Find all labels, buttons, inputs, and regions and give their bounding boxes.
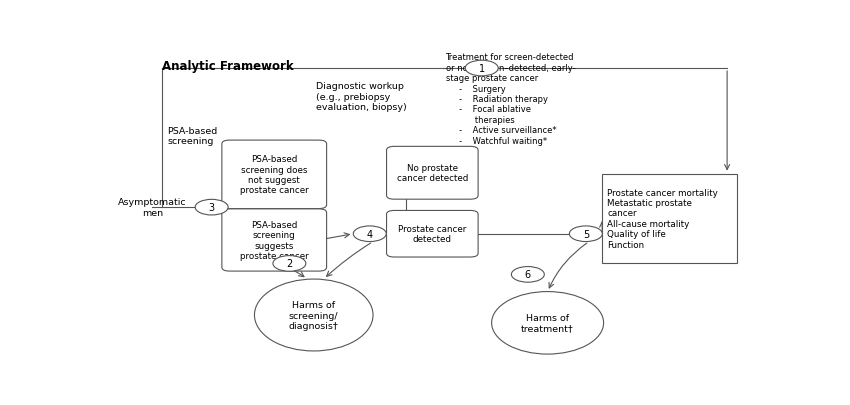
Text: Analytic Framework: Analytic Framework — [162, 60, 294, 72]
Text: Prostate cancer
detected: Prostate cancer detected — [398, 224, 467, 244]
Circle shape — [354, 226, 386, 242]
Circle shape — [196, 200, 228, 215]
Text: 3: 3 — [208, 202, 215, 213]
Text: PSA-based
screening: PSA-based screening — [167, 126, 218, 145]
FancyBboxPatch shape — [602, 174, 737, 263]
Text: 5: 5 — [583, 229, 589, 239]
Text: 1: 1 — [479, 64, 484, 74]
Circle shape — [465, 61, 498, 77]
FancyBboxPatch shape — [222, 141, 326, 209]
Circle shape — [570, 226, 603, 242]
Text: 2: 2 — [286, 259, 292, 269]
Text: 4: 4 — [366, 229, 373, 239]
Circle shape — [273, 256, 306, 272]
Text: Harms of
treatment†: Harms of treatment† — [521, 313, 574, 333]
Text: No prostate
cancer detected: No prostate cancer detected — [397, 164, 468, 183]
Text: PSA-based
screening does
not suggest
prostate cancer: PSA-based screening does not suggest pro… — [240, 155, 309, 195]
Text: Treatment for screen-detected
or non-screen–detected, early-
stage prostate canc: Treatment for screen-detected or non-scr… — [445, 53, 575, 145]
Text: PSA-based
screening
suggests
prostate cancer: PSA-based screening suggests prostate ca… — [240, 220, 309, 260]
FancyBboxPatch shape — [387, 211, 478, 258]
FancyBboxPatch shape — [222, 209, 326, 271]
FancyBboxPatch shape — [387, 147, 478, 200]
Ellipse shape — [254, 279, 373, 351]
Text: Diagnostic workup
(e.g., prebiopsy
evaluation, biopsy): Diagnostic workup (e.g., prebiopsy evalu… — [315, 82, 406, 112]
Text: Asymptomatic
men: Asymptomatic men — [118, 198, 187, 217]
Text: Prostate cancer mortality
Metastatic prostate
cancer
All-cause mortality
Quality: Prostate cancer mortality Metastatic pro… — [607, 188, 718, 249]
Circle shape — [512, 267, 544, 283]
Ellipse shape — [491, 292, 604, 354]
Text: Harms of
screening/
diagnosis†: Harms of screening/ diagnosis† — [289, 301, 338, 330]
Text: 6: 6 — [524, 270, 531, 280]
